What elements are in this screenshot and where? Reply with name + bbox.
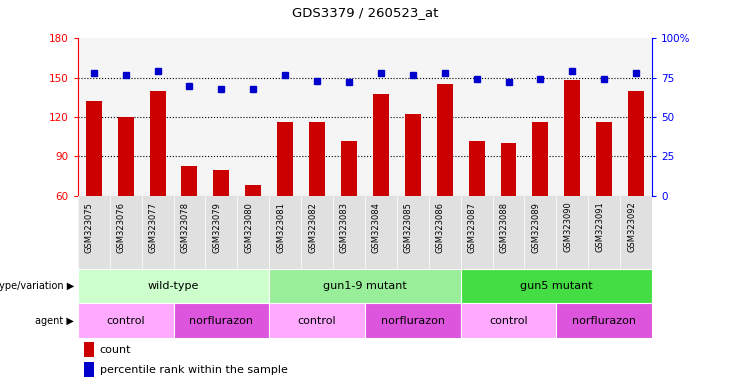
Bar — [565, 80, 580, 196]
Bar — [341, 141, 357, 196]
Bar — [150, 91, 165, 196]
Bar — [182, 166, 197, 196]
Bar — [461, 269, 652, 303]
Bar — [173, 303, 269, 338]
Text: GSM323083: GSM323083 — [340, 202, 349, 253]
Bar — [405, 114, 421, 196]
Bar — [84, 342, 94, 357]
Text: norflurazon: norflurazon — [381, 316, 445, 326]
Bar — [468, 141, 485, 196]
Text: norflurazon: norflurazon — [190, 316, 253, 326]
Bar — [78, 303, 173, 338]
Text: control: control — [107, 316, 145, 326]
Text: GDS3379 / 260523_at: GDS3379 / 260523_at — [292, 6, 438, 19]
Bar — [86, 101, 102, 196]
Text: control: control — [298, 316, 336, 326]
Bar — [556, 303, 652, 338]
Bar — [436, 84, 453, 196]
Bar — [365, 303, 461, 338]
Text: control: control — [489, 316, 528, 326]
Text: genotype/variation ▶: genotype/variation ▶ — [0, 281, 74, 291]
Bar — [373, 93, 389, 196]
Bar — [277, 122, 293, 196]
Text: wild-type: wild-type — [148, 281, 199, 291]
Bar — [533, 122, 548, 196]
Text: GSM323090: GSM323090 — [563, 202, 572, 252]
Text: GSM323085: GSM323085 — [404, 202, 413, 253]
Text: GSM323076: GSM323076 — [116, 202, 126, 253]
Bar — [269, 269, 461, 303]
Text: norflurazon: norflurazon — [572, 316, 637, 326]
Text: GSM323084: GSM323084 — [372, 202, 381, 253]
Bar — [84, 362, 94, 377]
Text: GSM323079: GSM323079 — [213, 202, 222, 253]
Text: GSM323092: GSM323092 — [627, 202, 636, 252]
Text: GSM323077: GSM323077 — [148, 202, 158, 253]
Text: GSM323091: GSM323091 — [595, 202, 604, 252]
Bar — [500, 143, 516, 196]
Text: GSM323086: GSM323086 — [436, 202, 445, 253]
Bar — [118, 117, 133, 196]
Text: gun5 mutant: gun5 mutant — [520, 281, 593, 291]
Bar — [309, 122, 325, 196]
Bar — [245, 185, 262, 196]
Text: agent ▶: agent ▶ — [36, 316, 74, 326]
Text: GSM323088: GSM323088 — [499, 202, 508, 253]
Text: gun1-9 mutant: gun1-9 mutant — [323, 281, 407, 291]
Text: GSM323082: GSM323082 — [308, 202, 317, 253]
Bar — [269, 303, 365, 338]
Text: GSM323080: GSM323080 — [245, 202, 253, 253]
Text: GSM323087: GSM323087 — [468, 202, 476, 253]
Bar — [628, 91, 644, 196]
Text: GSM323089: GSM323089 — [531, 202, 540, 253]
Bar — [78, 269, 269, 303]
Bar — [213, 170, 230, 196]
Bar — [461, 303, 556, 338]
Text: GSM323078: GSM323078 — [181, 202, 190, 253]
Text: count: count — [99, 345, 131, 355]
Text: percentile rank within the sample: percentile rank within the sample — [99, 364, 288, 375]
Bar — [597, 122, 612, 196]
Text: GSM323081: GSM323081 — [276, 202, 285, 253]
Text: GSM323075: GSM323075 — [84, 202, 94, 253]
